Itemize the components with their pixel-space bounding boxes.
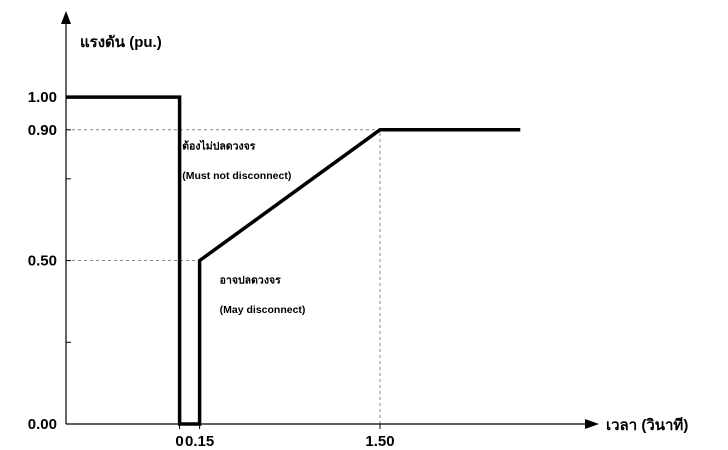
y-tick-label: 0.50 xyxy=(28,253,57,270)
x-tick-label: 0.15 xyxy=(185,433,214,450)
annotation-label: ต้องไม่ปลดวงจร xyxy=(182,139,256,152)
annotation-label: (May disconnect) xyxy=(220,304,306,316)
annotation-label: (Must not disconnect) xyxy=(182,170,291,182)
x-axis-arrow-icon xyxy=(585,419,599,429)
annotations: ต้องไม่ปลดวงจร (Must not disconnect) อาจปล… xyxy=(182,139,305,315)
y-tick-label: 0.00 xyxy=(28,416,57,433)
y-tick-label: 1.00 xyxy=(28,89,57,106)
axes xyxy=(61,11,599,429)
reference-lines xyxy=(66,129,381,424)
y-axis-title: แรงดัน (pu.) xyxy=(80,34,162,51)
y-tick-label: 0.90 xyxy=(28,122,57,139)
y-axis-arrow-icon xyxy=(61,11,71,24)
annotation-label: อาจปลดวงจร xyxy=(220,274,281,286)
x-axis-title: เวลา (วินาที) xyxy=(606,416,688,434)
x-tick-label: 1.50 xyxy=(365,433,394,450)
series-layer xyxy=(65,95,521,426)
tick-marks: 0.00 0.50 0.90 1.00 0 0.15 1.50 xyxy=(28,89,395,450)
x-tick-label: 0 xyxy=(175,433,183,450)
